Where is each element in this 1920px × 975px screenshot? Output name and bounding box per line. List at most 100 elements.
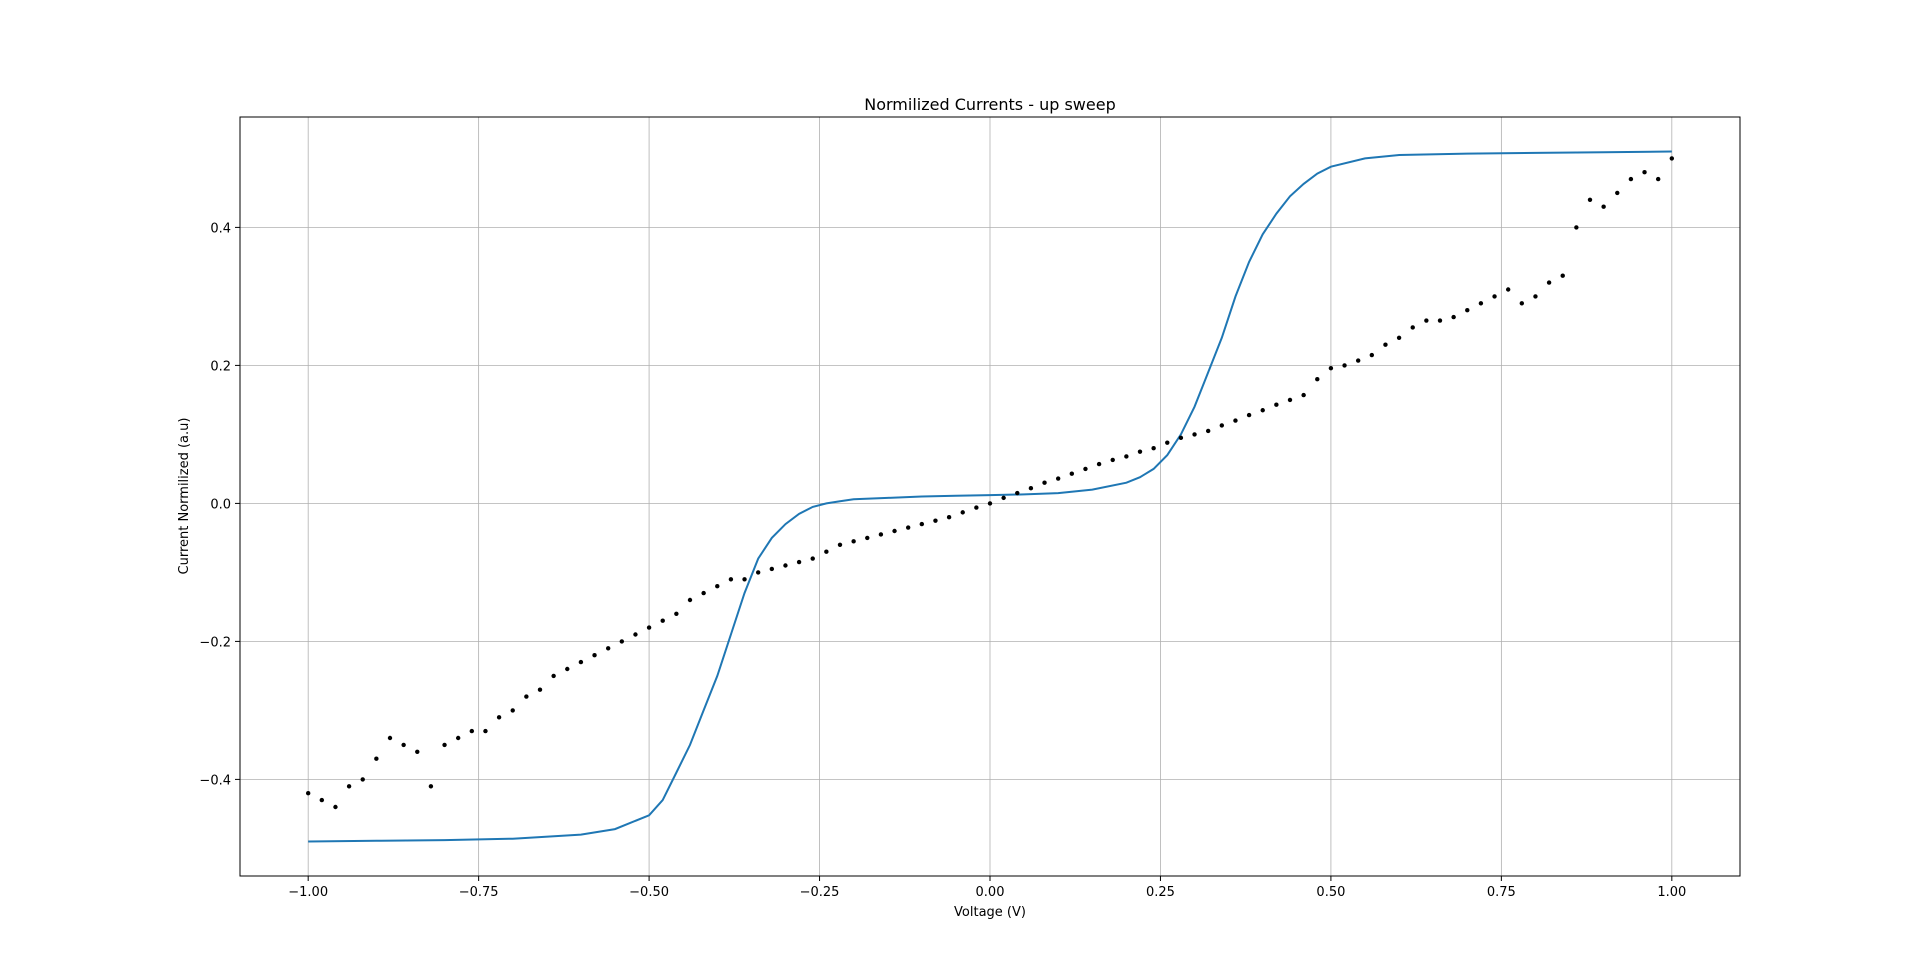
- data-point: [960, 510, 965, 515]
- data-point: [1533, 294, 1538, 299]
- data-point: [865, 535, 870, 541]
- data-point: [919, 521, 925, 527]
- data-point: [1001, 495, 1006, 501]
- y-tick-label: 0.2: [210, 359, 231, 374]
- data-point: [1601, 204, 1606, 209]
- data-point: [1124, 454, 1129, 459]
- data-point: [1233, 418, 1238, 423]
- data-point: [483, 728, 488, 734]
- data-point: [1396, 335, 1402, 340]
- data-point: [1083, 466, 1088, 472]
- data-point: [455, 735, 461, 741]
- data-point: [1410, 325, 1415, 330]
- y-tick-label: 0.0: [210, 497, 231, 512]
- data-point: [1669, 156, 1675, 161]
- data-point: [1205, 428, 1211, 434]
- data-point: [442, 742, 447, 748]
- data-point: [1451, 314, 1456, 320]
- data-point: [987, 501, 993, 506]
- data-point: [783, 563, 788, 568]
- data-point: [1328, 365, 1334, 371]
- data-point: [1574, 225, 1579, 230]
- data-point: [769, 566, 775, 572]
- data-point: [1628, 176, 1634, 182]
- data-point: [1519, 301, 1525, 306]
- data-point: [1137, 449, 1143, 454]
- data-point: [796, 559, 802, 565]
- data-point: [1655, 176, 1661, 182]
- data-point: [1315, 377, 1320, 382]
- data-point: [1369, 352, 1375, 358]
- data-point: [1424, 318, 1429, 323]
- data-point: [619, 639, 625, 644]
- data-point: [1015, 490, 1020, 496]
- x-tick-label: −0.75: [459, 885, 499, 900]
- data-point: [633, 632, 638, 637]
- data-point: [374, 756, 379, 761]
- data-point: [674, 611, 679, 616]
- data-point: [1055, 476, 1061, 481]
- data-point: [1028, 486, 1034, 491]
- data-point: [946, 515, 952, 520]
- data-point: [524, 694, 529, 699]
- data-point: [1192, 432, 1197, 437]
- data-point: [824, 549, 829, 554]
- data-point: [1342, 363, 1347, 368]
- data-point: [1301, 392, 1306, 398]
- data-point: [1042, 480, 1047, 485]
- data-point: [810, 556, 815, 561]
- x-tick-label: 0.75: [1487, 885, 1516, 900]
- data-point: [1587, 197, 1593, 202]
- y-tick-label: 0.4: [210, 221, 231, 236]
- chart-title: Normilized Currents - up sweep: [864, 95, 1115, 114]
- measured-points-layer: [305, 156, 1675, 810]
- data-point: [974, 505, 979, 510]
- data-point: [1219, 423, 1225, 428]
- data-point: [837, 542, 843, 547]
- data-point: [565, 666, 570, 672]
- data-point: [878, 532, 884, 537]
- data-point: [1287, 397, 1293, 403]
- data-point: [1069, 471, 1075, 476]
- x-tick-label: 0.50: [1316, 885, 1345, 900]
- fit-curve-layer: [308, 150, 1672, 843]
- data-point: [469, 728, 475, 734]
- data-point: [646, 625, 652, 630]
- data-point: [319, 797, 325, 803]
- plot-frame: [239, 116, 1741, 877]
- data-point: [1355, 358, 1361, 363]
- data-point: [1165, 440, 1170, 445]
- data-point: [1615, 190, 1620, 196]
- data-point: [346, 784, 352, 789]
- data-point: [1096, 461, 1102, 467]
- y-tick-label: −0.2: [199, 635, 231, 650]
- data-point: [742, 577, 747, 582]
- x-axis-ticks: −1.00 −0.75 −0.50 −0.25 0.00 0.25 0.50 0.75 1.00: [288, 876, 1686, 900]
- data-point: [1642, 170, 1647, 175]
- y-tick-label: −0.4: [199, 773, 231, 788]
- data-point: [755, 570, 761, 575]
- data-point: [1110, 457, 1115, 463]
- data-point: [1492, 294, 1497, 299]
- y-axis-label: Current Normilized (a.u): [177, 418, 192, 575]
- data-point: [428, 784, 434, 789]
- data-point: [537, 687, 543, 692]
- data-point: [1383, 342, 1388, 347]
- data-point: [510, 708, 515, 713]
- grid-lines: [240, 117, 1740, 876]
- data-point: [1437, 318, 1443, 323]
- x-tick-label: −0.50: [629, 885, 669, 900]
- data-point: [1505, 287, 1511, 292]
- data-point: [687, 597, 693, 603]
- data-point: [905, 525, 911, 530]
- data-point: [1151, 446, 1156, 451]
- data-point: [415, 749, 420, 754]
- data-point: [401, 742, 406, 748]
- data-point: [1178, 435, 1184, 441]
- data-point: [305, 791, 311, 796]
- x-tick-label: −1.00: [288, 885, 328, 900]
- data-point: [1560, 273, 1565, 278]
- y-axis-ticks: −0.4 −0.2 0.0 0.2 0.4: [199, 221, 240, 788]
- x-tick-label: 1.00: [1657, 885, 1686, 900]
